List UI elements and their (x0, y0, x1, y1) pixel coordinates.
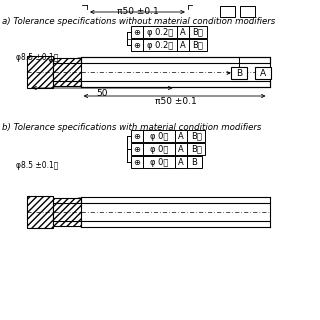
Text: π50 ±0.1: π50 ±0.1 (155, 97, 196, 106)
Bar (143, 143, 175, 155)
Text: π50 ±0.1: π50 ±0.1 (116, 7, 158, 16)
Text: 50: 50 (97, 89, 108, 98)
Text: φ 0.2Ⓜ: φ 0.2Ⓜ (147, 41, 173, 50)
Text: a) Tolerance specifications without material condition modifiers: a) Tolerance specifications without mate… (2, 17, 275, 26)
Text: A: A (260, 68, 266, 77)
Bar (177, 26, 189, 38)
Bar (187, 156, 202, 168)
Bar (175, 156, 187, 168)
Text: B: B (236, 68, 242, 77)
Bar (189, 39, 207, 51)
Bar (255, 67, 271, 79)
Bar (28, 196, 53, 228)
Bar (177, 39, 189, 51)
Text: BⓁ: BⓁ (191, 132, 202, 140)
Text: BⓂ: BⓂ (192, 41, 203, 50)
Text: A: A (178, 145, 184, 154)
Bar (175, 143, 187, 155)
Text: ⊕: ⊕ (133, 157, 140, 166)
Bar (131, 39, 143, 51)
Bar (131, 143, 143, 155)
Bar (81, 57, 270, 63)
Text: φ8.5 ±0.1Ⓔ: φ8.5 ±0.1Ⓔ (17, 161, 59, 170)
Text: b) Tolerance specifications with material condition modifiers: b) Tolerance specifications with materia… (2, 123, 261, 132)
Bar (53, 58, 81, 86)
Bar (220, 6, 235, 17)
Text: ⊕: ⊕ (133, 132, 140, 140)
Bar (143, 39, 177, 51)
Text: BⓁ: BⓁ (192, 28, 203, 36)
Text: φ 0Ⓜ: φ 0Ⓜ (150, 157, 168, 166)
Text: ⊕: ⊕ (133, 28, 140, 36)
Bar (143, 156, 175, 168)
Text: φ 0Ⓜ: φ 0Ⓜ (150, 132, 168, 140)
Bar (131, 130, 143, 142)
Bar (175, 130, 187, 142)
Text: B: B (191, 157, 197, 166)
Bar (231, 67, 247, 79)
Bar (53, 198, 81, 226)
Text: A: A (178, 157, 184, 166)
Text: φ 0Ⓜ: φ 0Ⓜ (150, 145, 168, 154)
Bar (28, 56, 53, 88)
Text: φ 0.2Ⓜ: φ 0.2Ⓜ (147, 28, 173, 36)
Text: φ8.5 ±0.1Ⓔ: φ8.5 ±0.1Ⓔ (17, 52, 59, 61)
Bar (131, 156, 143, 168)
Bar (81, 81, 270, 87)
Text: ⊕: ⊕ (133, 145, 140, 154)
Text: A: A (180, 28, 186, 36)
Bar (143, 26, 177, 38)
Bar (187, 143, 205, 155)
Bar (131, 26, 143, 38)
Text: A: A (180, 41, 186, 50)
Bar (187, 130, 205, 142)
Bar (143, 130, 175, 142)
Bar (240, 6, 255, 17)
Text: A: A (178, 132, 184, 140)
Text: BⓂ: BⓂ (191, 145, 202, 154)
Text: ⊕: ⊕ (133, 41, 140, 50)
Bar (189, 26, 207, 38)
